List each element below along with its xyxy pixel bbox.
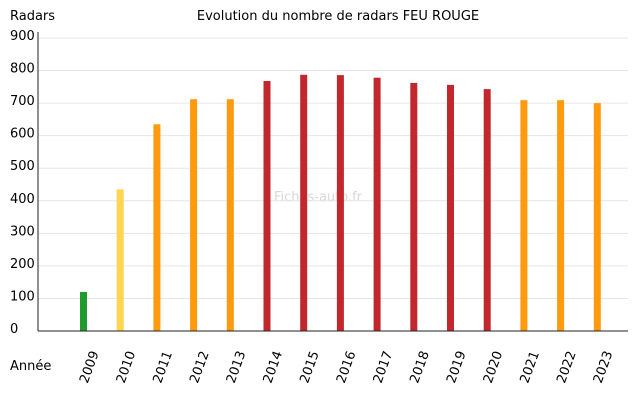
x-tick-label: 2019 xyxy=(444,349,469,385)
bar-2021 xyxy=(520,100,528,331)
gridlines xyxy=(38,37,628,299)
bar-2020 xyxy=(483,89,491,332)
y-tick-label: 300 xyxy=(10,224,35,239)
bar-2018 xyxy=(410,82,418,331)
watermark: Fiches-auto.fr xyxy=(274,190,363,205)
x-axis-label: Année xyxy=(10,359,51,374)
y-tick-label: 700 xyxy=(10,94,35,109)
x-tick-label: 2012 xyxy=(187,349,212,385)
x-tick-label: 2013 xyxy=(224,349,249,385)
bar-2011 xyxy=(153,124,161,332)
bar-2010 xyxy=(116,189,124,331)
x-tick-label: 2014 xyxy=(261,349,286,385)
bar-2022 xyxy=(557,100,565,331)
y-tick-label: 800 xyxy=(10,62,35,77)
y-tick-label: 100 xyxy=(10,289,35,304)
axes xyxy=(37,32,628,332)
y-tick-label: 400 xyxy=(10,192,35,207)
bar-2014 xyxy=(263,80,271,332)
bar-2017 xyxy=(373,77,381,332)
y-tick-label: 200 xyxy=(10,257,35,272)
y-tick-label: 600 xyxy=(10,127,35,142)
bar-2013 xyxy=(226,99,234,332)
x-tick-label: 2020 xyxy=(481,349,506,385)
x-tick-label: 2011 xyxy=(151,349,176,385)
bar-2009 xyxy=(80,291,87,331)
y-axis-label: Radars xyxy=(10,9,55,24)
x-tick-label: 2017 xyxy=(371,349,396,385)
bar-2015 xyxy=(300,74,308,331)
x-tick-label: 2015 xyxy=(297,349,322,385)
bar-2016 xyxy=(336,75,344,331)
x-tick-label: 2022 xyxy=(554,349,579,385)
chart-title: Evolution du nombre de radars FEU ROUGE xyxy=(197,9,479,24)
y-tick-label: 0 xyxy=(10,322,18,337)
x-tick-label: 2021 xyxy=(518,349,543,385)
x-tick-label: 2016 xyxy=(334,349,359,385)
bar-2019 xyxy=(447,84,454,331)
bars xyxy=(80,74,601,332)
bar-2012 xyxy=(190,99,198,332)
bar-2023 xyxy=(593,103,601,331)
x-tick-label: 2010 xyxy=(114,349,139,385)
y-tick-label: 500 xyxy=(10,159,35,174)
x-tick-label: 2018 xyxy=(407,349,432,385)
x-tick-label: 2023 xyxy=(591,349,616,385)
x-tick-label: 2009 xyxy=(77,349,102,385)
y-tick-label: 900 xyxy=(10,29,35,44)
